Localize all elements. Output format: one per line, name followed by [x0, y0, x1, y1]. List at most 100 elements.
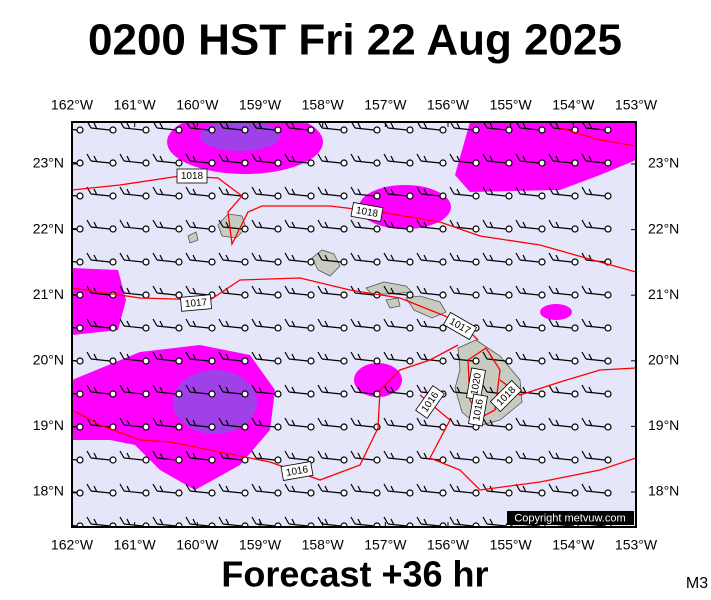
station: [274, 291, 282, 299]
barb-flag: [152, 384, 158, 393]
barb-flag: [93, 320, 98, 328]
barb-staff: [255, 292, 276, 296]
barb-flag: [324, 320, 329, 328]
barb-flag: [86, 285, 92, 294]
station: [76, 291, 84, 299]
wind-barb: [317, 219, 348, 233]
barb-flag: [54, 187, 58, 194]
wind-barb: [350, 153, 381, 167]
barb-flag: [185, 384, 191, 393]
barb-flag: [423, 320, 428, 328]
longitude-label: 159°W: [239, 537, 282, 553]
barb-flag: [192, 221, 197, 229]
barb-flag: [185, 516, 191, 525]
wind-barb: [218, 219, 249, 233]
barb-flag: [555, 320, 560, 328]
barb-staff: [255, 457, 276, 461]
wind-barb: [383, 186, 414, 200]
barb-flag: [258, 254, 263, 262]
wind-barb: [317, 450, 348, 464]
station: [307, 192, 315, 200]
wind-barb: [515, 153, 546, 167]
barb-flag: [456, 353, 461, 361]
station: [373, 324, 381, 332]
station: [439, 192, 447, 200]
barb-staff: [387, 259, 408, 263]
station: [274, 258, 282, 266]
station: [604, 390, 612, 398]
barb-flag: [383, 450, 389, 459]
barb-flag: [548, 384, 554, 393]
station: [571, 390, 579, 398]
station: [241, 423, 249, 431]
barb-staff: [387, 193, 408, 197]
barb-flag: [192, 122, 197, 130]
barb-staff: [354, 358, 375, 362]
barb-staff: [156, 523, 177, 527]
station: [241, 489, 249, 497]
wind-barb: [251, 285, 282, 299]
station: [241, 357, 249, 365]
barb-staff: [222, 358, 243, 362]
barb-staff: [552, 391, 573, 395]
barb-staff: [288, 292, 309, 296]
isobar-label-text: 1018: [355, 205, 379, 220]
barb-flag: [119, 450, 125, 459]
barb-flag: [324, 485, 329, 493]
wind-barb: [581, 483, 612, 497]
wind-barb: [548, 153, 579, 167]
barb-flag: [324, 353, 329, 361]
barb-staff: [519, 457, 540, 461]
barb-flag: [61, 387, 64, 393]
barb-staff: [189, 523, 210, 527]
wind-barb: [218, 318, 249, 332]
barb-flag: [126, 386, 131, 394]
station: [274, 159, 282, 167]
barb-staff: [420, 457, 441, 461]
station: [538, 456, 546, 464]
barb-flag: [555, 485, 560, 493]
station: [538, 192, 546, 200]
barb-flag: [317, 252, 323, 261]
wind-barb: [416, 483, 447, 497]
wind-barb: [119, 153, 150, 167]
barb-flag: [416, 186, 422, 195]
wind-barb: [86, 351, 117, 365]
barb-staff: [288, 193, 309, 197]
wind-barb: [581, 351, 612, 365]
wind-barb: [54, 187, 84, 200]
barb-flag: [555, 287, 560, 295]
barb-flag: [251, 252, 257, 261]
barb-flag: [119, 252, 125, 261]
station: [340, 126, 348, 134]
station: [175, 258, 183, 266]
barb-flag: [54, 385, 58, 392]
wind-barb: [383, 318, 414, 332]
barb-flag: [159, 155, 164, 163]
station: [142, 357, 150, 365]
wind-barb: [383, 285, 414, 299]
barb-flag: [383, 153, 389, 162]
wind-barb: [548, 318, 579, 332]
station: [406, 357, 414, 365]
barb-flag: [416, 384, 422, 393]
barb-flag: [482, 450, 488, 459]
wind-barb: [284, 417, 315, 431]
station: [274, 324, 282, 332]
barb-staff: [288, 391, 309, 395]
station: [406, 291, 414, 299]
wind-barb: [119, 351, 150, 365]
longitude-label: 159°W: [239, 97, 282, 113]
barb-staff: [387, 424, 408, 428]
station: [307, 126, 315, 134]
barb-flag: [350, 285, 356, 294]
longitude-label: 161°W: [114, 537, 157, 553]
barb-staff: [387, 127, 408, 131]
barb-staff: [453, 259, 474, 263]
longitude-label: 162°W: [51, 537, 94, 553]
barb-flag: [126, 518, 131, 526]
barb-flag: [383, 186, 389, 195]
station: [439, 258, 447, 266]
barb-staff: [519, 490, 540, 494]
barb-flag: [357, 386, 362, 394]
